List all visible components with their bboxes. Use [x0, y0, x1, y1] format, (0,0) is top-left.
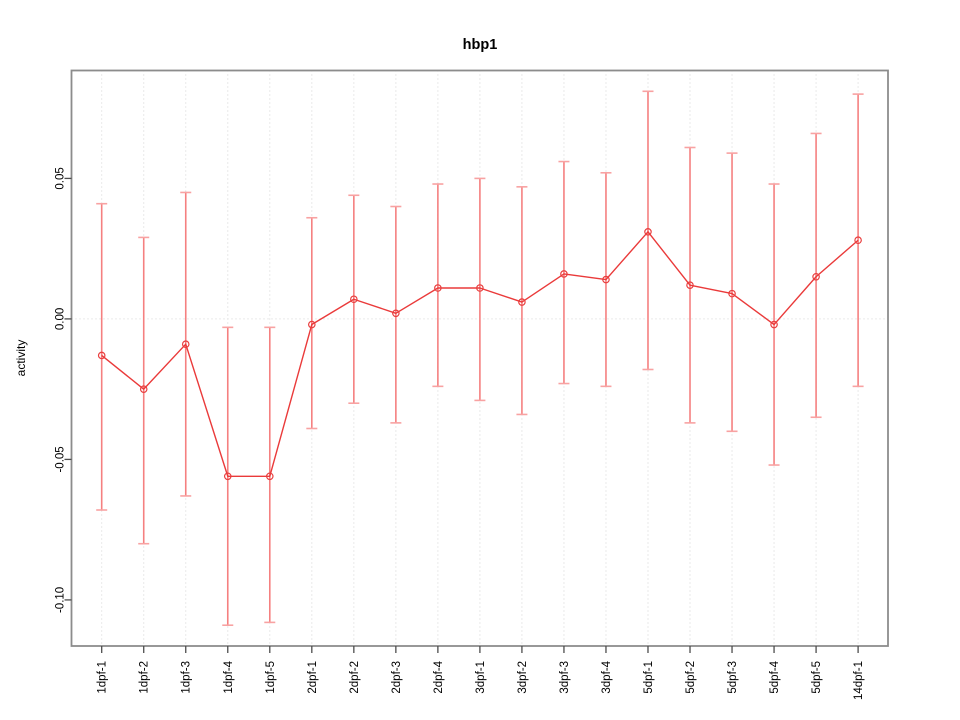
- x-tick-label: 2dpf-2: [349, 661, 361, 694]
- data-point-marker: [560, 270, 568, 278]
- chart-title: hbp1: [463, 37, 498, 53]
- x-tick-label: 1dpf-1: [97, 661, 109, 694]
- data-points: [97, 227, 862, 481]
- data-point-marker: [770, 320, 778, 329]
- x-tick-label: 14dpf-1: [853, 661, 865, 700]
- data-point-marker: [139, 385, 148, 393]
- y-tick-label: -0.10: [55, 587, 67, 613]
- data-point-marker: [181, 340, 190, 348]
- x-tick-label: 3dpf-3: [559, 661, 571, 694]
- x-tick-label: 5dpf-3: [727, 661, 739, 694]
- data-point-marker: [602, 275, 610, 284]
- x-tick-label: 3dpf-2: [517, 661, 529, 694]
- data-point-marker: [518, 298, 526, 306]
- x-tick-label: 1dpf-4: [223, 660, 235, 693]
- data-point-marker: [392, 309, 400, 318]
- x-tick-label: 2dpf-1: [307, 661, 319, 694]
- axes: 1dpf-1 1dpf-2 1dpf-3 1dpf-4 1dpf-5 2dpf-1 2dpf…: [55, 69, 889, 700]
- data-point-marker: [434, 284, 442, 292]
- x-tick-label: 1dpf-2: [139, 661, 151, 694]
- x-tick-label: 5dpf-1: [643, 661, 655, 694]
- y-axis-label: activity: [14, 340, 28, 377]
- x-tick-label: 1dpf-3: [181, 661, 193, 694]
- data-point-marker: [223, 472, 232, 481]
- data-point-marker: [476, 284, 484, 292]
- data-point-marker: [350, 295, 358, 304]
- y-tick-label: 0.05: [55, 167, 67, 189]
- x-tick-label: 5dpf-5: [811, 661, 823, 694]
- x-tick-label: 3dpf-1: [475, 661, 487, 694]
- data-point-marker: [644, 227, 652, 236]
- x-tick-label: 2dpf-4: [433, 660, 445, 693]
- x-tick-label: 5dpf-2: [685, 661, 697, 694]
- series-line: [101, 231, 859, 477]
- data-point-marker: [265, 472, 274, 481]
- x-tick-label: 2dpf-3: [391, 661, 403, 694]
- data-line: [101, 231, 859, 477]
- y-tick-label: -0.05: [55, 446, 67, 472]
- data-point-marker: [308, 320, 316, 329]
- data-point-marker: [812, 272, 820, 281]
- y-tick-label: 0.00: [55, 308, 67, 330]
- data-point-marker: [686, 281, 694, 289]
- x-tick-label: 1dpf-5: [265, 661, 277, 694]
- data-point-marker: [97, 351, 106, 360]
- x-tick-label: 5dpf-4: [769, 660, 781, 693]
- x-tick-label: 3dpf-4: [601, 660, 613, 693]
- data-point-marker: [728, 289, 736, 298]
- data-point-marker: [854, 236, 862, 245]
